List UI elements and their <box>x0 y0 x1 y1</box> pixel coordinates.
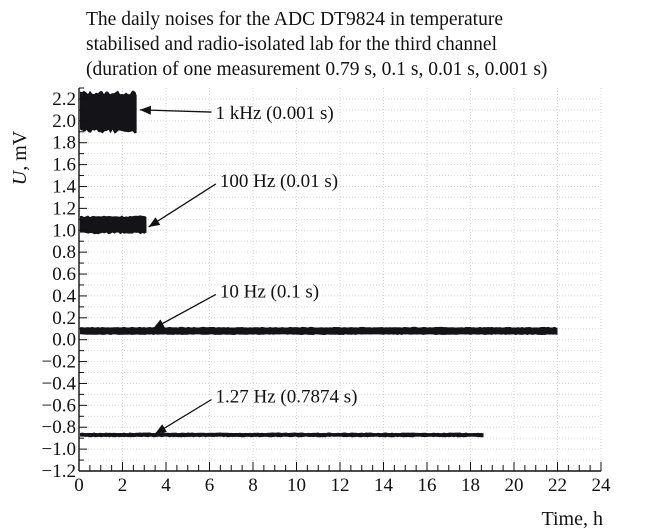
axes: 0 2 4 6 8 10 12 14 16 18 20 22 24−1.2−1.0−0.8−0.6−0.… <box>42 87 612 496</box>
y-tick-label-5: −0.2 <box>42 352 76 373</box>
annotations: 1 kHz (0.001 s) 100 Hz (0.01 s) 10 Hz (0.1… <box>139 103 358 435</box>
x-tick-label-3: 6 <box>205 475 215 496</box>
y-tick-label-0: −1.2 <box>42 461 76 482</box>
chart-title-line-3: (duration of one measurement 0.79 s, 0.1… <box>86 59 548 80</box>
series-noise-2 <box>80 326 558 335</box>
series-label-1: 100 Hz (0.01 s) <box>220 171 338 192</box>
y-tick-label-14: 1.6 <box>52 155 76 176</box>
series-arrow-line-2 <box>152 293 217 330</box>
series-layer <box>80 90 558 438</box>
series-noise-0 <box>80 90 137 134</box>
y-tick-label-12: 1.2 <box>52 198 76 219</box>
series-label-0: 1 kHz (0.001 s) <box>216 103 334 124</box>
series-arrow-head-1 <box>148 217 161 227</box>
x-tick-label-8: 16 <box>418 475 437 496</box>
y-tick-label-1: −1.0 <box>42 439 76 460</box>
series-noise-3 <box>80 432 484 438</box>
y-tick-label-2: −0.8 <box>42 417 76 438</box>
series-arrow-line-0 <box>139 109 212 113</box>
y-tick-label-17: 2.2 <box>52 89 76 110</box>
series-label-2: 10 Hz (0.1 s) <box>220 281 319 302</box>
chart-title-line-2: stabilised and radio-isolated lab for th… <box>86 34 497 55</box>
x-axis-label: Time, h <box>541 508 603 529</box>
y-tick-label-8: 0.4 <box>52 286 76 307</box>
y-tick-label-6: 0.0 <box>52 330 76 351</box>
series-arrow-head-0 <box>139 105 152 115</box>
chart-title-line-1: The daily noises for the ADC DT9824 in t… <box>86 9 503 30</box>
grid <box>79 88 602 471</box>
x-tick-label-9: 18 <box>461 475 480 496</box>
x-tick-label-6: 12 <box>331 475 350 496</box>
y-axis-var: U <box>9 169 31 185</box>
x-tick-label-11: 22 <box>548 475 567 496</box>
series-arrow-head-3 <box>155 424 167 434</box>
y-tick-label-9: 0.6 <box>52 264 76 285</box>
y-tick-label-10: 0.8 <box>52 242 76 263</box>
y-tick-label-11: 1.0 <box>52 220 76 241</box>
y-tick-label-16: 2.0 <box>52 111 76 132</box>
y-tick-label-4: −0.4 <box>42 373 77 394</box>
series-noise-1 <box>80 215 147 235</box>
series-label-3: 1.27 Hz (0.7874 s) <box>216 386 358 407</box>
y-axis-label: U, mV <box>9 130 31 185</box>
x-tick-label-2: 4 <box>161 475 171 496</box>
x-tick-label-0: 0 <box>74 475 84 496</box>
y-tick-label-3: −0.6 <box>42 395 76 416</box>
y-tick-label-7: 0.2 <box>52 308 76 329</box>
x-tick-label-7: 14 <box>374 475 394 496</box>
series-arrow-line-1 <box>148 183 217 228</box>
x-tick-label-10: 20 <box>505 475 524 496</box>
x-tick-label-5: 10 <box>287 475 306 496</box>
y-tick-label-15: 1.8 <box>52 133 76 154</box>
x-tick-label-4: 8 <box>248 475 258 496</box>
series-arrow-head-2 <box>152 319 165 329</box>
x-tick-label-1: 2 <box>118 475 128 496</box>
y-tick-label-13: 1.4 <box>52 176 76 197</box>
y-axis-unit: , mV <box>9 130 31 171</box>
x-tick-label-12: 24 <box>592 475 612 496</box>
